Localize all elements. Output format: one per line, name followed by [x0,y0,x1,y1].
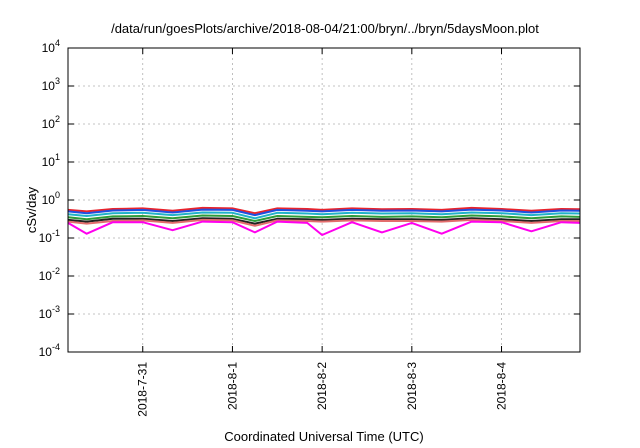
y-axis: 10-4 10-3 10-2 10-1 100 101 102 103 104 [39,38,580,359]
y-tick-label: 102 [42,114,60,131]
x-tick-label: 2018-8-3 [405,362,419,410]
x-axis: 2018-7-31 2018-8-1 2018-8-2 2018-8-3 2018-8-… [136,48,509,417]
y-tick-label: 10-1 [39,228,60,245]
y-tick-label: 104 [42,38,60,55]
series-line-7 [67,220,581,236]
x-axis-label: Coordinated Universal Time (UTC) [224,429,423,444]
chart-title: /data/run/goesPlots/archive/2018-08-04/2… [111,21,539,36]
series-group [67,206,581,236]
y-axis-label: cSv/day [24,186,39,233]
x-tick-label: 2018-8-2 [315,362,329,410]
x-tick-label: 2018-7-31 [136,362,150,417]
x-tick-label: 2018-8-1 [225,362,239,410]
series-line-6 [67,218,580,227]
y-tick-label: 103 [42,76,60,93]
y-tick-label: 101 [42,152,60,169]
series-line-1 [67,206,581,215]
grid [68,48,580,352]
series-line-5 [67,217,580,225]
series-line-2 [67,208,581,217]
series-line-3 [67,211,581,220]
y-tick-label: 100 [42,190,60,207]
y-tick-label: 10-2 [39,266,60,283]
series-line-4 [67,214,581,222]
x-tick-label: 2018-8-4 [495,362,509,410]
y-tick-label: 10-4 [39,342,60,359]
y-tick-label: 10-3 [39,304,60,321]
